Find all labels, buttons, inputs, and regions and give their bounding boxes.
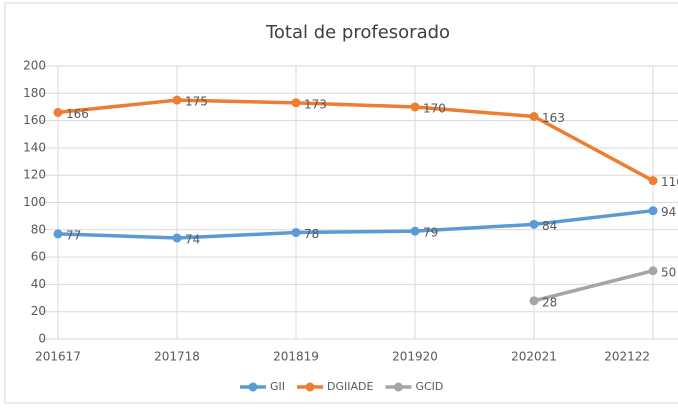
marker [648,206,658,216]
data-label: 94 [661,205,676,219]
data-label: 166 [66,107,89,121]
marker [291,228,301,238]
y-tick-label: 20 [31,304,46,318]
data-label: 175 [185,95,208,109]
marker [648,266,658,276]
marker [529,112,539,122]
data-label: 173 [304,97,327,111]
marker [53,229,63,239]
y-tick-label: 40 [31,277,46,291]
data-label: 116 [661,175,678,189]
series-line [532,269,655,303]
legend-marker [248,382,258,392]
series-line [56,98,655,183]
marker [410,226,420,236]
data-label: 79 [423,226,438,240]
y-tick-label: 200 [23,59,46,73]
y-tick-label: 180 [23,86,46,100]
legend-marker [305,382,315,392]
marker [172,95,182,105]
marker [410,102,420,112]
x-tick-label: 202122 [604,350,650,364]
y-tick-label: 0 [38,332,46,346]
marker [529,219,539,229]
data-label: 77 [66,228,81,242]
data-label: 84 [542,219,557,233]
marker [53,107,63,117]
data-label: 163 [542,111,565,125]
y-tick-label: 120 [23,168,46,182]
y-tick-label: 100 [23,195,46,209]
data-label: 78 [304,227,319,241]
data-label: 74 [185,232,200,246]
marker [529,296,539,306]
x-tick-label: 201920 [392,350,438,364]
x-tick-label: 201718 [154,350,200,364]
y-tick-label: 60 [31,250,46,264]
marker [172,233,182,243]
marker [291,98,301,108]
x-tick-label: 201819 [273,350,319,364]
legend-label: GCID [415,380,443,393]
legend-label: DGIIADE [327,380,373,393]
marker [648,176,658,186]
y-tick-label: 160 [23,113,46,127]
y-tick-label: 80 [31,222,46,236]
x-tick-label: 201617 [35,350,81,364]
y-tick-label: 140 [23,140,46,154]
data-label: 50 [661,265,676,279]
data-label: 170 [423,101,446,115]
data-label: 28 [542,295,557,309]
chart-title: Total de profesorado [265,22,450,43]
series-line [56,208,655,240]
legend-label: GII [270,380,285,393]
x-tick-label: 202021 [511,350,557,364]
legend-marker [393,382,403,392]
